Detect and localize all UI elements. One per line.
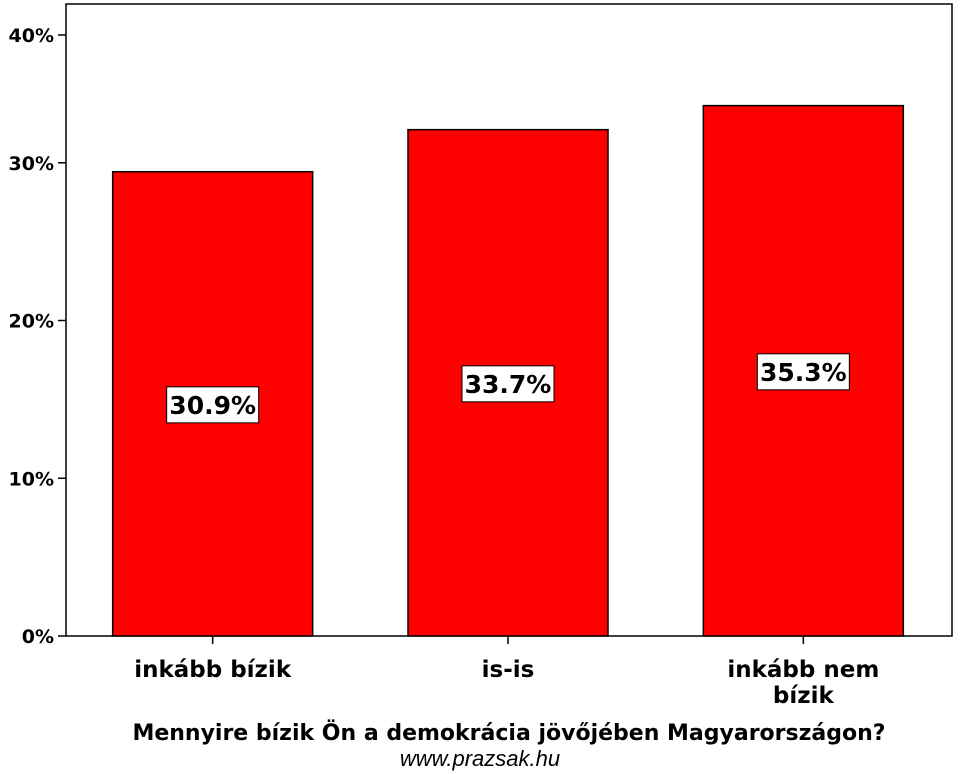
category-label: is-is — [482, 657, 535, 683]
value-label: 33.7% — [465, 370, 552, 399]
y-tick-label: 0% — [22, 626, 54, 648]
value-label: 35.3% — [760, 358, 847, 387]
watermark: www.prazsak.hu — [399, 746, 561, 771]
bars — [111, 104, 905, 637]
value-label: 30.9% — [169, 391, 256, 420]
value-label-box — [166, 386, 260, 424]
category-label: bízik — [773, 683, 835, 709]
x-axis-title: Mennyire bízik Ön a demokrácia jövőjében… — [132, 720, 885, 746]
y-axis: 0% 10% 20% 30% 40% — [9, 25, 66, 648]
data-labels: 30.9% 33.7% 35.3% — [166, 353, 850, 424]
category-label: inkább bízik — [134, 657, 292, 683]
y-tick-label: 10% — [9, 468, 54, 490]
bar-chart: 0% 10% 20% 30% 40% 30.9% 33.7% 35.3% inkább bí… — [9, 3, 953, 746]
y-tick-label: 40% — [9, 25, 54, 47]
y-tick-label: 30% — [9, 153, 54, 175]
value-label-box — [461, 365, 555, 403]
y-tick-label: 20% — [9, 311, 54, 333]
value-label-box — [756, 353, 850, 391]
category-label: inkább nem — [727, 657, 879, 683]
